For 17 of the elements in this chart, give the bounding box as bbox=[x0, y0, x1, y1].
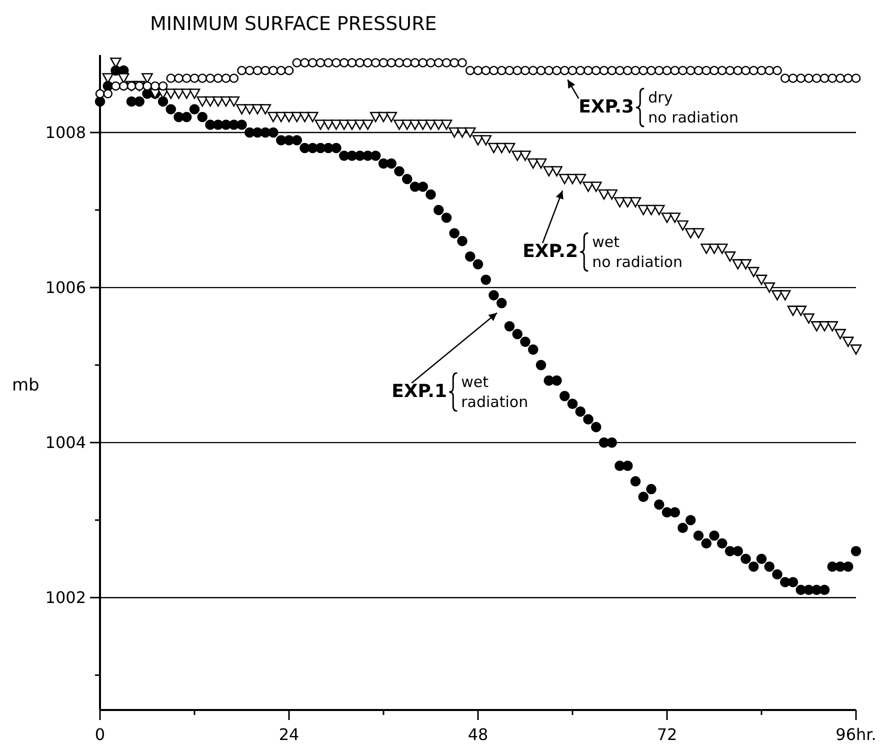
annotation: wet no radiation bbox=[592, 233, 683, 272]
x-tick-label: 24 bbox=[278, 725, 300, 744]
annotation: wet radiation bbox=[461, 373, 528, 412]
chart-title: MINIMUM SURFACE PRESSURE bbox=[150, 13, 437, 35]
x-tick-label: 72 bbox=[656, 725, 678, 744]
y-tick-label: 1004 bbox=[45, 433, 86, 452]
y-tick-label: 1006 bbox=[45, 278, 86, 298]
legend-label: EXP.2 bbox=[522, 241, 578, 262]
y-tick-label: 1008 bbox=[45, 123, 86, 142]
legend-label: EXP.3 bbox=[578, 96, 634, 118]
x-tick-label: 48 bbox=[468, 725, 488, 744]
x-tick-label: 96hr. bbox=[836, 725, 876, 744]
annotation: dry no radiation bbox=[648, 88, 739, 127]
y-tick-label: 1002 bbox=[45, 588, 86, 608]
legend-label: EXP.1 bbox=[392, 381, 448, 402]
x-tick-label: 0 bbox=[94, 725, 106, 744]
y-axis-title: mb bbox=[12, 376, 40, 396]
